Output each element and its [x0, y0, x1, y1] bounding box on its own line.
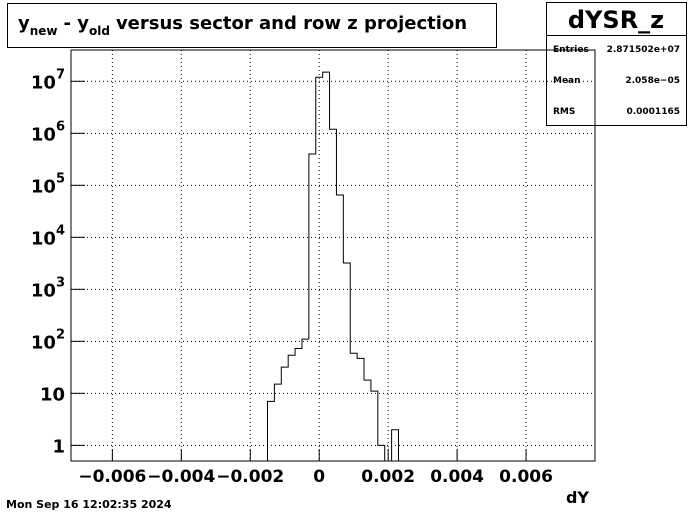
y-tick-exponent: 6 [56, 119, 65, 134]
y-tick-label: 1 [52, 436, 65, 457]
y-tick-label: 104 [31, 223, 65, 249]
y-tick-base: 10 [31, 332, 56, 353]
stats-box [546, 2, 687, 126]
y-tick-base: 10 [31, 280, 56, 301]
y-tick-exponent: 3 [56, 275, 65, 290]
y-tick-label: 10 [40, 384, 65, 405]
stats-value: 2.058e−05 [625, 76, 680, 86]
histogram-outline [267, 71, 399, 462]
x-tick-label: 0.004 [430, 467, 484, 487]
title-part: y [18, 13, 30, 34]
x-tick-label: −0.004 [147, 467, 215, 487]
title-sub: old [89, 24, 110, 38]
y-tick-base: 10 [31, 124, 56, 145]
title-box [7, 3, 497, 48]
title-part: versus sector and row z projection [116, 13, 467, 34]
timestamp: Mon Sep 16 12:02:35 2024 [6, 498, 172, 511]
y-tick-label: 106 [31, 119, 65, 145]
stats-label: RMS [553, 107, 575, 117]
frame [70, 49, 596, 462]
x-tick-label: −0.006 [78, 467, 146, 487]
y-tick-exponent: 4 [56, 223, 65, 238]
x-axis-label: dY [566, 488, 589, 507]
stats-label: Mean [553, 76, 581, 86]
y-tick-label: 107 [31, 67, 65, 93]
x-tick-label: 0.006 [499, 467, 553, 487]
title-sub: new [30, 24, 58, 38]
y-tick-base: 10 [31, 72, 56, 93]
y-tick-label: 105 [31, 171, 65, 197]
title-part: - y [64, 13, 90, 34]
stats-title: dYSR_z [568, 6, 664, 34]
x-tick-label: 0.002 [361, 467, 415, 487]
x-tick-label: 0 [313, 467, 325, 487]
y-tick-base: 10 [31, 228, 56, 249]
chart-title: ynew - yold versus sector and row z projec… [18, 13, 467, 38]
y-tick-label: 103 [31, 275, 65, 301]
x-tick-label: −0.002 [216, 467, 284, 487]
y-tick-exponent: 5 [56, 171, 65, 186]
stats-value: 0.0001165 [626, 107, 680, 117]
stats-value: 2.871502e+07 [607, 45, 680, 55]
y-tick-base: 10 [31, 176, 56, 197]
y-tick-exponent: 7 [56, 67, 65, 82]
y-tick-exponent: 2 [56, 327, 65, 342]
y-tick-label: 102 [31, 327, 65, 353]
